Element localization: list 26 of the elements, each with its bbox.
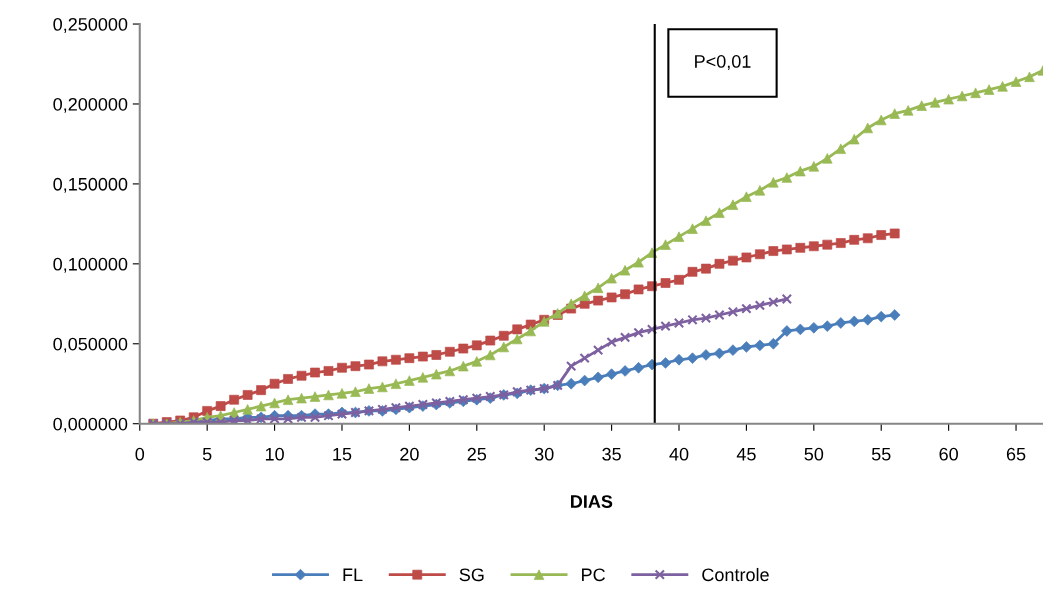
x-tick-label: 10 [265,447,284,461]
x-tick-label: 20 [400,447,419,461]
y-tick-label: 0,100000 [53,257,128,273]
y-tick-label: 0,200000 [53,97,128,113]
y-tick-label: 0,250000 [53,17,128,33]
legend-label: FL [343,568,363,581]
x-tick-label: 55 [871,447,891,461]
x-tick-label: 65 [1006,447,1026,461]
legend-label: PC [582,568,605,582]
x-axis-title: DIAS [571,495,613,508]
x-tick-label: 50 [804,447,824,461]
x-tick-label: 5 [202,447,212,461]
x-tick-label: 25 [467,447,487,461]
x-tick-label: 30 [534,447,554,461]
legend-label: SG [459,568,484,582]
legend-label: Controle [702,567,769,582]
x-tick-label: 15 [333,447,352,461]
ref-line-label: P<0,01 [695,55,751,70]
x-tick-label: 0 [135,447,145,461]
x-tick-label: 40 [669,447,689,461]
y-tick-label: 0,150000 [53,177,128,193]
y-tick-label: 0,050000 [53,337,128,353]
y-tick-label: 0,000000 [53,417,128,433]
x-tick-label: 45 [736,447,756,461]
x-tick-label: 35 [602,447,621,461]
x-tick-label: 60 [939,447,958,461]
